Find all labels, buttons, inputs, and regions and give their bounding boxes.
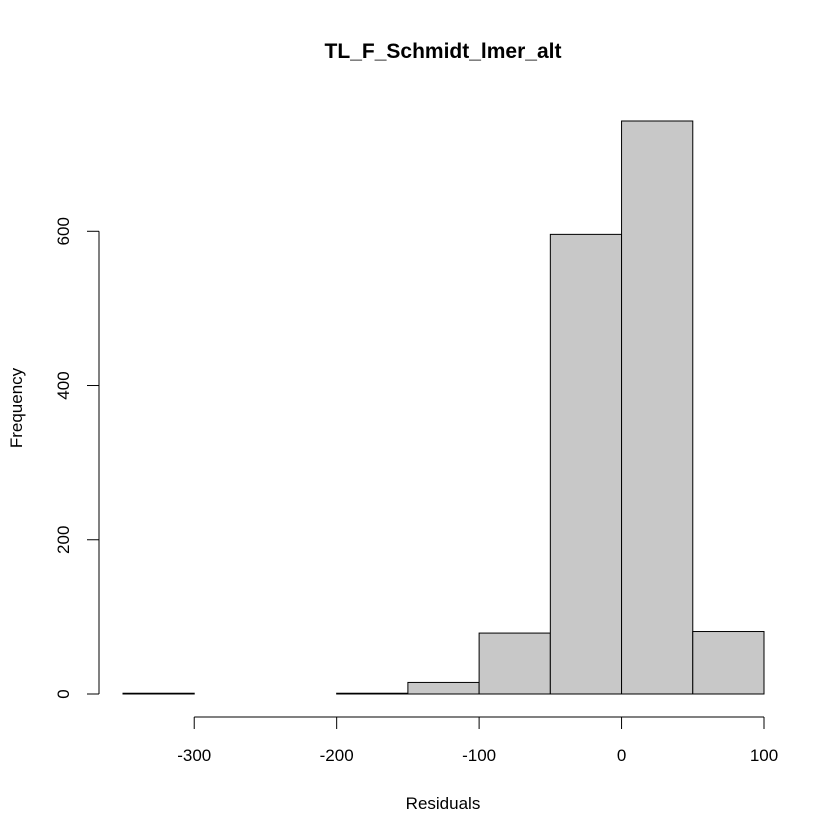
x-tick-label: -100 (462, 746, 496, 765)
x-tick-label: 0 (617, 746, 626, 765)
y-axis-label: Frequency (7, 367, 26, 448)
x-tick-label: -300 (177, 746, 211, 765)
histogram-bar (692, 631, 765, 695)
x-axis: -300 -200 -100 0 100 (177, 716, 778, 765)
y-tick-label: 600 (54, 217, 73, 245)
histogram-bar (621, 120, 694, 695)
histogram-bar (122, 692, 195, 695)
histogram-bar (336, 692, 409, 695)
histogram-bar (478, 632, 551, 695)
y-tick-label: 0 (54, 689, 73, 698)
x-axis-label: Residuals (406, 794, 481, 813)
y-tick-label: 400 (54, 371, 73, 399)
x-tick-label: -200 (320, 746, 354, 765)
x-tick-label: 100 (750, 746, 778, 765)
histogram-bar (549, 233, 623, 695)
chart-title: TL_F_Schmidt_lmer_alt (325, 40, 562, 63)
bars-group (122, 120, 765, 695)
histogram-bar (407, 681, 480, 695)
y-axis: 0 200 400 600 (54, 217, 100, 699)
y-tick-label: 200 (54, 526, 73, 554)
